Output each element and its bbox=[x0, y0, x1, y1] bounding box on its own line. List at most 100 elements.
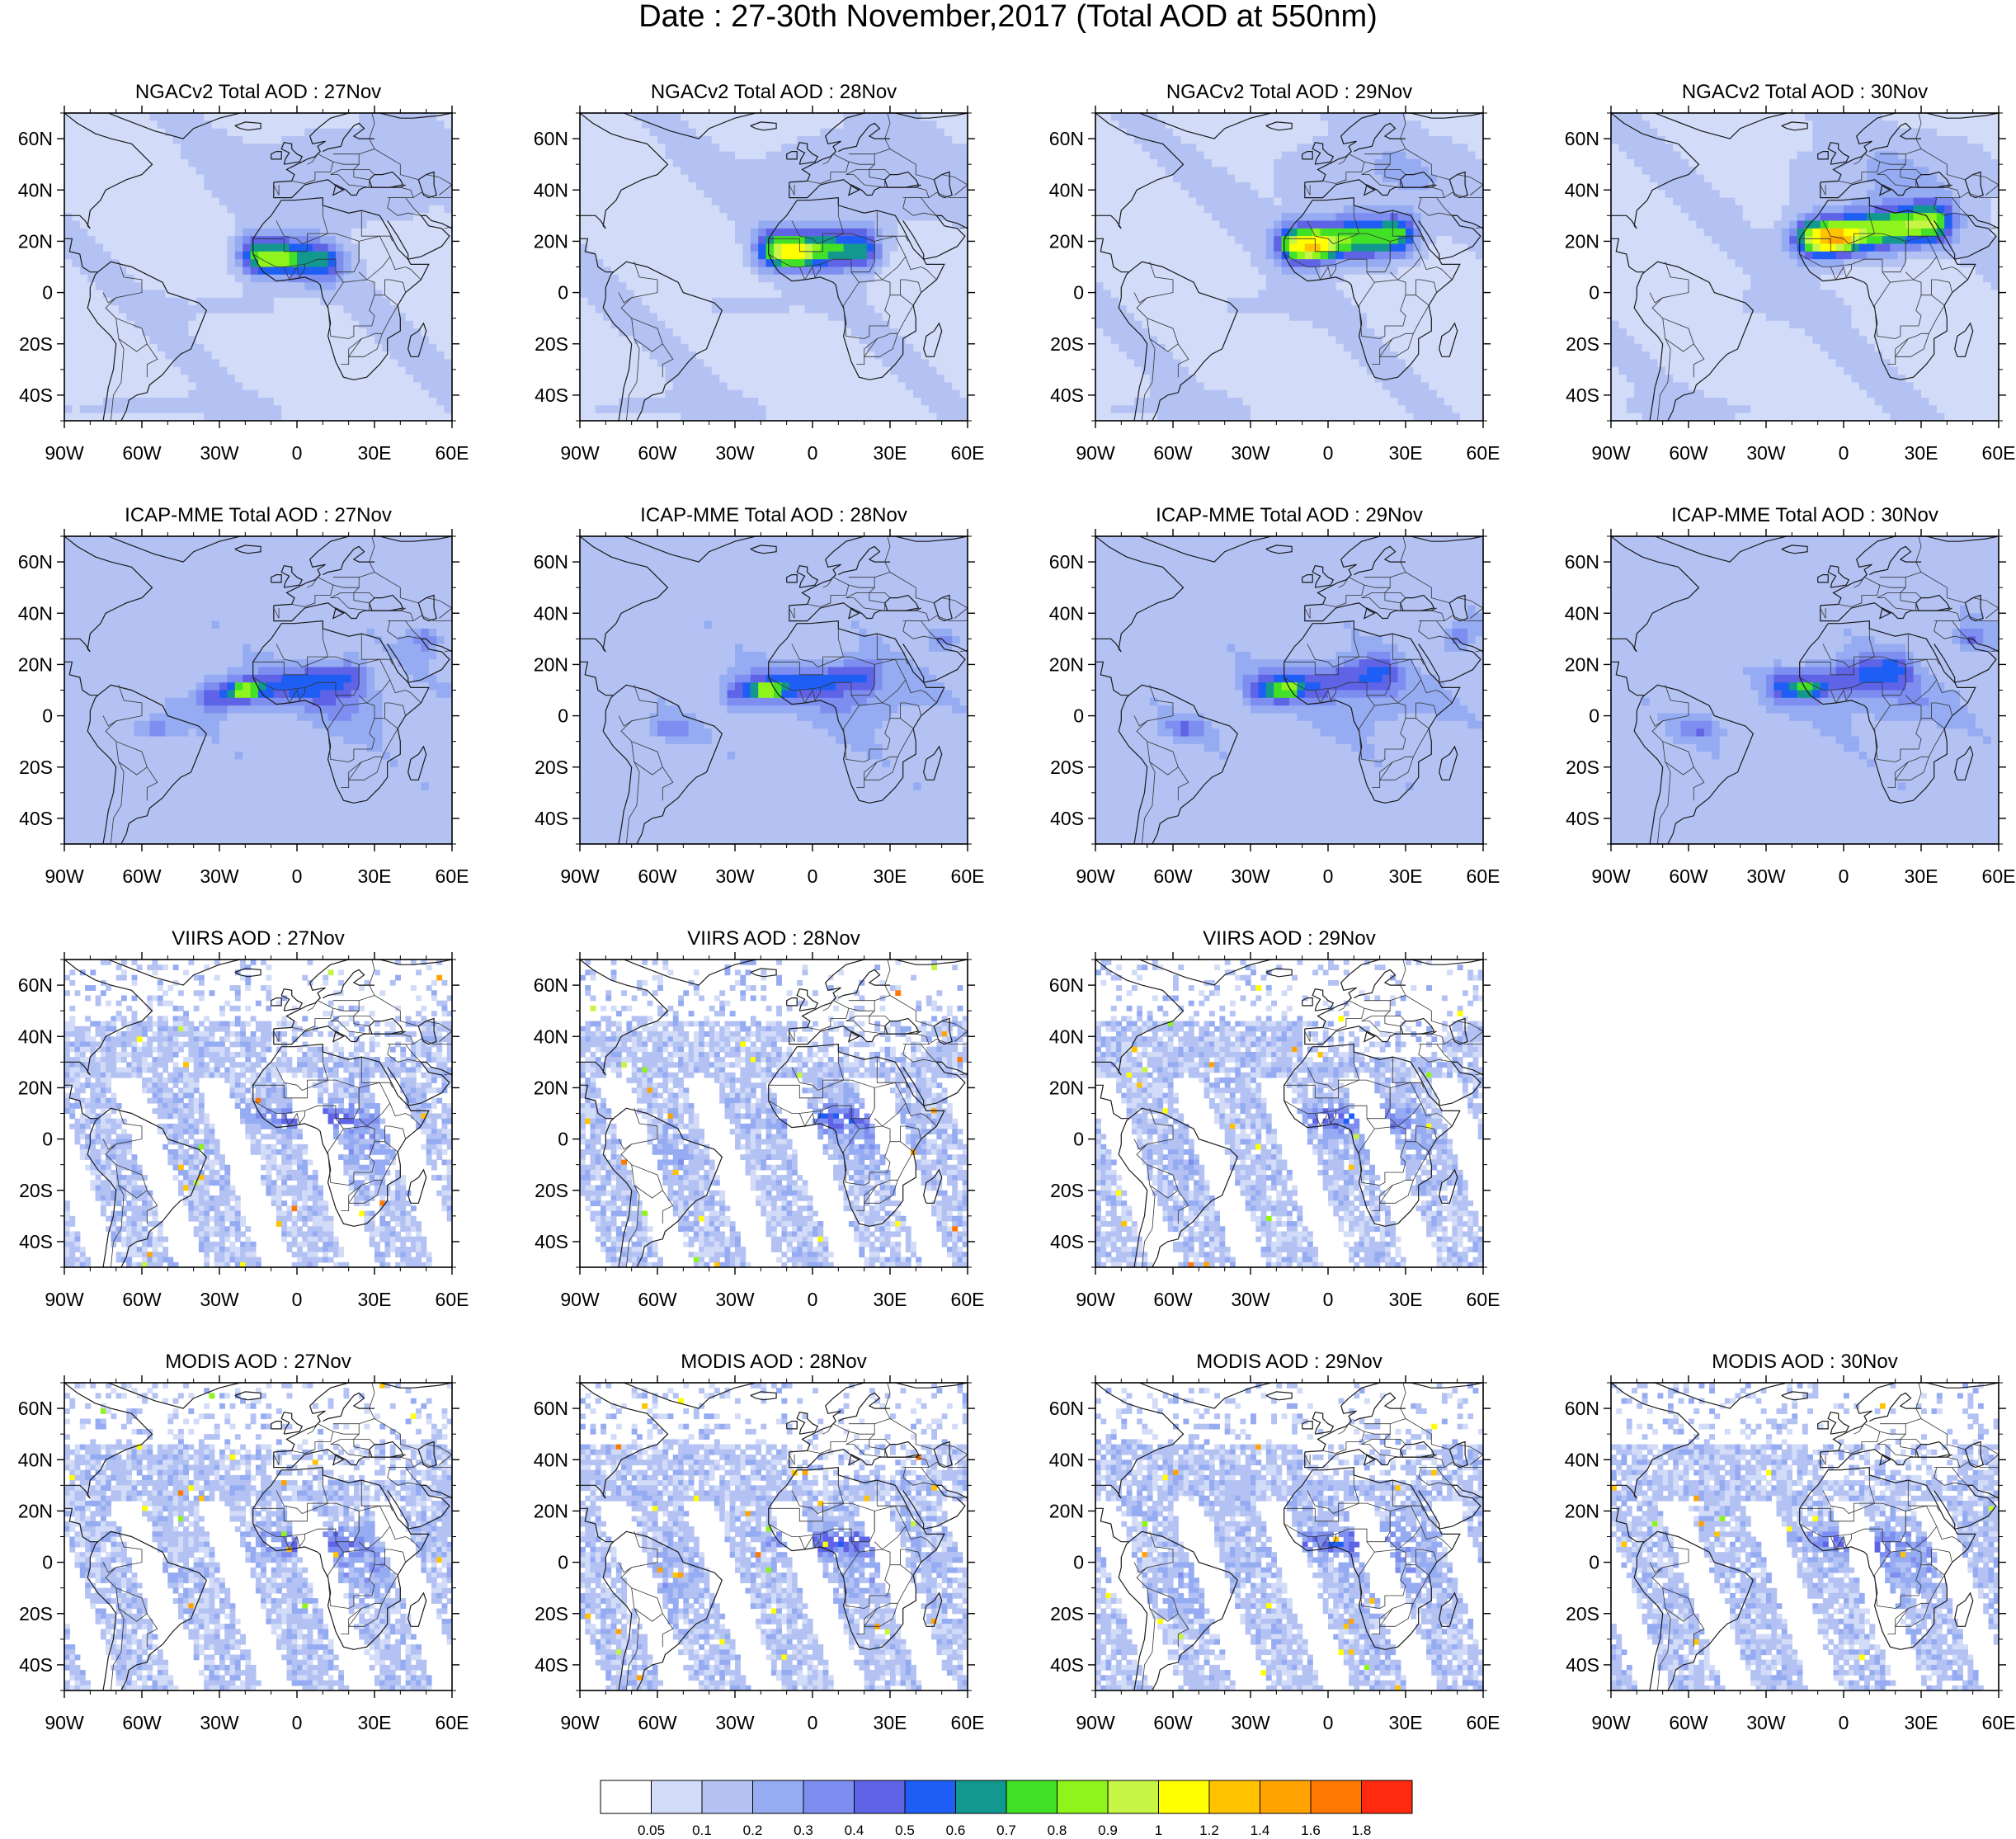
lon-tick-label: 60W bbox=[1669, 442, 1708, 464]
map-panel: MODIS AOD : 28Nov 90W 60W 30W 0 30E 60E 60N 40N 2… bbox=[534, 1351, 985, 1733]
map-panel: VIIRS AOD : 27Nov 90W 60W 30W 0 30E 60E 60N 40N 2… bbox=[18, 927, 469, 1310]
lat-tick-label: 20S bbox=[19, 1180, 53, 1201]
map-panel: NGACv2 Total AOD : 28Nov 90W 60W 30W 0 30E 60E… bbox=[534, 81, 985, 464]
lat-tick-label: 40N bbox=[1049, 179, 1084, 200]
lon-tick-label: 60W bbox=[122, 1712, 162, 1733]
lat-tick-label: 40N bbox=[18, 602, 53, 624]
country-borders bbox=[1649, 1383, 1999, 1690]
lat-tick-label: 60N bbox=[1049, 974, 1084, 996]
lat-tick-label: 20S bbox=[535, 757, 568, 778]
lat-tick-label: 40S bbox=[1566, 1654, 1599, 1676]
lat-tick-label: 60N bbox=[18, 974, 53, 996]
lat-tick-label: 20N bbox=[1565, 230, 1599, 252]
colorbar-swatch bbox=[803, 1780, 855, 1814]
lat-tick-label: 20N bbox=[1049, 230, 1084, 252]
lon-tick-label: 60E bbox=[1982, 865, 2016, 887]
lon-tick-label: 60E bbox=[436, 1289, 469, 1310]
panel-title: ICAP-MME Total AOD : 27Nov bbox=[125, 504, 392, 526]
lat-tick-label: 0 bbox=[1073, 1129, 1084, 1150]
lon-tick-label: 30E bbox=[1389, 442, 1423, 464]
lat-tick-label: 60N bbox=[534, 974, 568, 996]
lat-tick-label: 20S bbox=[19, 757, 53, 778]
lat-tick-label: 40N bbox=[18, 1449, 53, 1470]
colorbar-label: 1.6 bbox=[1301, 1822, 1321, 1838]
colorbar-swatch bbox=[752, 1780, 804, 1814]
lat-tick-label: 60N bbox=[534, 551, 568, 573]
panel-title: MODIS AOD : 27Nov bbox=[165, 1351, 351, 1373]
lon-tick-label: 30E bbox=[1389, 1712, 1423, 1733]
lat-tick-label: 40S bbox=[535, 1231, 568, 1252]
lat-tick-label: 40S bbox=[1050, 1231, 1084, 1252]
country-borders bbox=[1133, 536, 1483, 844]
aod-field bbox=[64, 536, 452, 844]
colorbar-swatch bbox=[1310, 1780, 1362, 1814]
lon-tick-label: 60E bbox=[436, 1712, 469, 1733]
lat-tick-label: 20S bbox=[1566, 757, 1599, 778]
lon-tick-label: 60W bbox=[1669, 1712, 1708, 1733]
lon-tick-label: 0 bbox=[292, 1289, 303, 1310]
lon-tick-label: 30E bbox=[874, 1289, 907, 1310]
panel-title: MODIS AOD : 28Nov bbox=[681, 1351, 866, 1373]
lat-tick-label: 60N bbox=[534, 128, 568, 149]
colorbar-swatch bbox=[1057, 1780, 1109, 1814]
panel-title: MODIS AOD : 29Nov bbox=[1196, 1351, 1382, 1373]
colorbar-label: 0.4 bbox=[845, 1822, 864, 1838]
colorbar-label: 0.05 bbox=[638, 1822, 665, 1838]
lon-tick-label: 90W bbox=[45, 442, 84, 464]
colorbar-label: 0.2 bbox=[743, 1822, 763, 1838]
lon-tick-label: 60E bbox=[436, 865, 469, 887]
lat-tick-label: 20N bbox=[18, 230, 53, 252]
lon-tick-label: 60E bbox=[1467, 442, 1500, 464]
lat-tick-label: 20N bbox=[1049, 1500, 1084, 1521]
lon-tick-label: 30W bbox=[715, 442, 755, 464]
panel-title: VIIRS AOD : 29Nov bbox=[1203, 927, 1375, 950]
lat-tick-label: 20S bbox=[535, 1603, 568, 1624]
lat-tick-label: 40S bbox=[19, 1231, 53, 1252]
lat-tick-label: 40N bbox=[18, 1026, 53, 1047]
lon-tick-label: 90W bbox=[560, 442, 600, 464]
lat-tick-label: 60N bbox=[18, 128, 53, 149]
lon-tick-label: 30W bbox=[1746, 1712, 1786, 1733]
lon-tick-label: 30E bbox=[874, 442, 907, 464]
lon-tick-label: 60E bbox=[1467, 1289, 1500, 1310]
lat-tick-label: 0 bbox=[558, 1552, 568, 1573]
lat-tick-label: 0 bbox=[1589, 1552, 1599, 1573]
lon-tick-label: 30E bbox=[358, 1289, 392, 1310]
colorbar-swatch bbox=[651, 1780, 703, 1814]
lat-tick-label: 60N bbox=[1049, 128, 1084, 149]
lat-tick-label: 20N bbox=[1565, 1500, 1599, 1521]
map-panel: ICAP-MME Total AOD : 29Nov 90W 60W 30W 0 30E 6… bbox=[1049, 504, 1500, 887]
aod-field bbox=[64, 113, 452, 421]
lon-tick-label: 90W bbox=[1076, 865, 1115, 887]
lon-tick-label: 60W bbox=[122, 442, 162, 464]
country-borders bbox=[1133, 113, 1483, 421]
colorbar-label: 1 bbox=[1155, 1822, 1162, 1838]
lon-tick-label: 30W bbox=[1746, 865, 1786, 887]
lat-tick-label: 40S bbox=[535, 1654, 568, 1676]
lat-tick-label: 40N bbox=[1049, 1449, 1084, 1470]
colorbar-swatch bbox=[1260, 1780, 1312, 1814]
lat-tick-label: 40N bbox=[18, 179, 53, 200]
colorbar-swatch bbox=[1208, 1780, 1260, 1814]
lat-tick-label: 60N bbox=[1049, 551, 1084, 573]
colorbar-swatch bbox=[955, 1780, 1007, 1814]
lon-tick-label: 30E bbox=[1905, 865, 1938, 887]
country-borders bbox=[1649, 113, 1999, 421]
map-panel: NGACv2 Total AOD : 29Nov 90W 60W 30W 0 30E 60E… bbox=[1049, 81, 1500, 464]
lon-tick-label: 60W bbox=[1153, 442, 1193, 464]
lon-tick-label: 30E bbox=[358, 1712, 392, 1733]
lon-tick-label: 60W bbox=[638, 442, 677, 464]
map-panel: NGACv2 Total AOD : 27Nov 90W 60W 30W 0 30E 60E… bbox=[18, 81, 469, 464]
lat-tick-label: 0 bbox=[1589, 282, 1599, 304]
lat-tick-label: 20N bbox=[534, 1077, 568, 1098]
lat-tick-label: 0 bbox=[42, 282, 53, 304]
lat-tick-label: 20N bbox=[534, 230, 568, 252]
map-panel: MODIS AOD : 27Nov 90W 60W 30W 0 30E 60E 60N 40N 2… bbox=[18, 1351, 469, 1733]
lat-tick-label: 20N bbox=[534, 1500, 568, 1521]
colorbar-label: 0.1 bbox=[692, 1822, 712, 1838]
lon-tick-label: 60E bbox=[951, 1289, 985, 1310]
lon-tick-label: 60W bbox=[638, 1712, 677, 1733]
colorbar-swatch bbox=[1107, 1780, 1159, 1814]
lat-tick-label: 20N bbox=[18, 653, 53, 675]
